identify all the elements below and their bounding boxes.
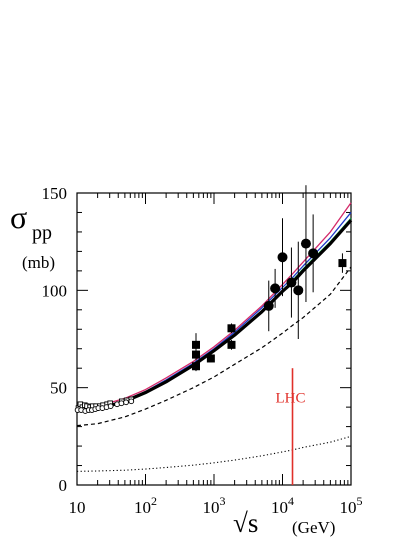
filled-square-point: [227, 340, 236, 349]
y-tick-labels: 0 50 100 150: [42, 184, 68, 495]
filled-circle-point: [308, 248, 319, 259]
y-tick-label: 150: [42, 184, 68, 203]
x-tick-label: 102: [134, 494, 157, 517]
data-points: [74, 185, 347, 414]
curve-thin-4: [76, 202, 352, 409]
filled-square-point: [227, 324, 236, 333]
curve-dotted-0: [76, 435, 352, 472]
open-circle-point: [123, 399, 129, 406]
filled-circle-point: [263, 300, 274, 311]
x-tick-label: 103: [203, 494, 226, 517]
filled-circle-point: [277, 252, 288, 263]
curve-dashed-1: [76, 266, 352, 427]
x-tick-label: 105: [340, 494, 363, 517]
curve-thick-5: [76, 219, 353, 412]
y-tick-label: 0: [59, 476, 68, 495]
lhc-annotation: LHC: [276, 368, 306, 485]
open-circle-point: [107, 403, 114, 410]
filled-circle-point: [300, 238, 311, 249]
filled-square-point: [338, 259, 347, 268]
x-tick-label: 10: [69, 498, 86, 517]
x-axis-root: √s: [233, 508, 258, 538]
y-tick-label: 50: [50, 379, 67, 398]
y-axis-subscript: pp: [32, 222, 52, 244]
lhc-label: LHC: [276, 390, 306, 406]
y-axis-symbol: σ: [10, 199, 27, 235]
filled-circle-point: [270, 283, 281, 294]
x-axis-unit: (GeV): [292, 518, 335, 537]
open-circle-point: [128, 398, 135, 405]
x-tick-label: 104: [271, 494, 294, 517]
y-tick-label: 100: [42, 281, 68, 300]
x-tick-labels: 10 102 103 104 105: [69, 494, 363, 517]
plot-frame: [76, 192, 352, 486]
filled-circle-point: [293, 285, 304, 296]
filled-square-point: [191, 362, 200, 371]
axis-ticks: [76, 192, 352, 486]
y-axis-unit: (mb): [22, 253, 55, 272]
open-circle-point: [118, 400, 125, 407]
filled-circle-point: [286, 277, 297, 288]
curve-thin-2: [76, 217, 352, 412]
filled-square-point: [191, 340, 200, 349]
filled-square-point: [206, 354, 215, 363]
